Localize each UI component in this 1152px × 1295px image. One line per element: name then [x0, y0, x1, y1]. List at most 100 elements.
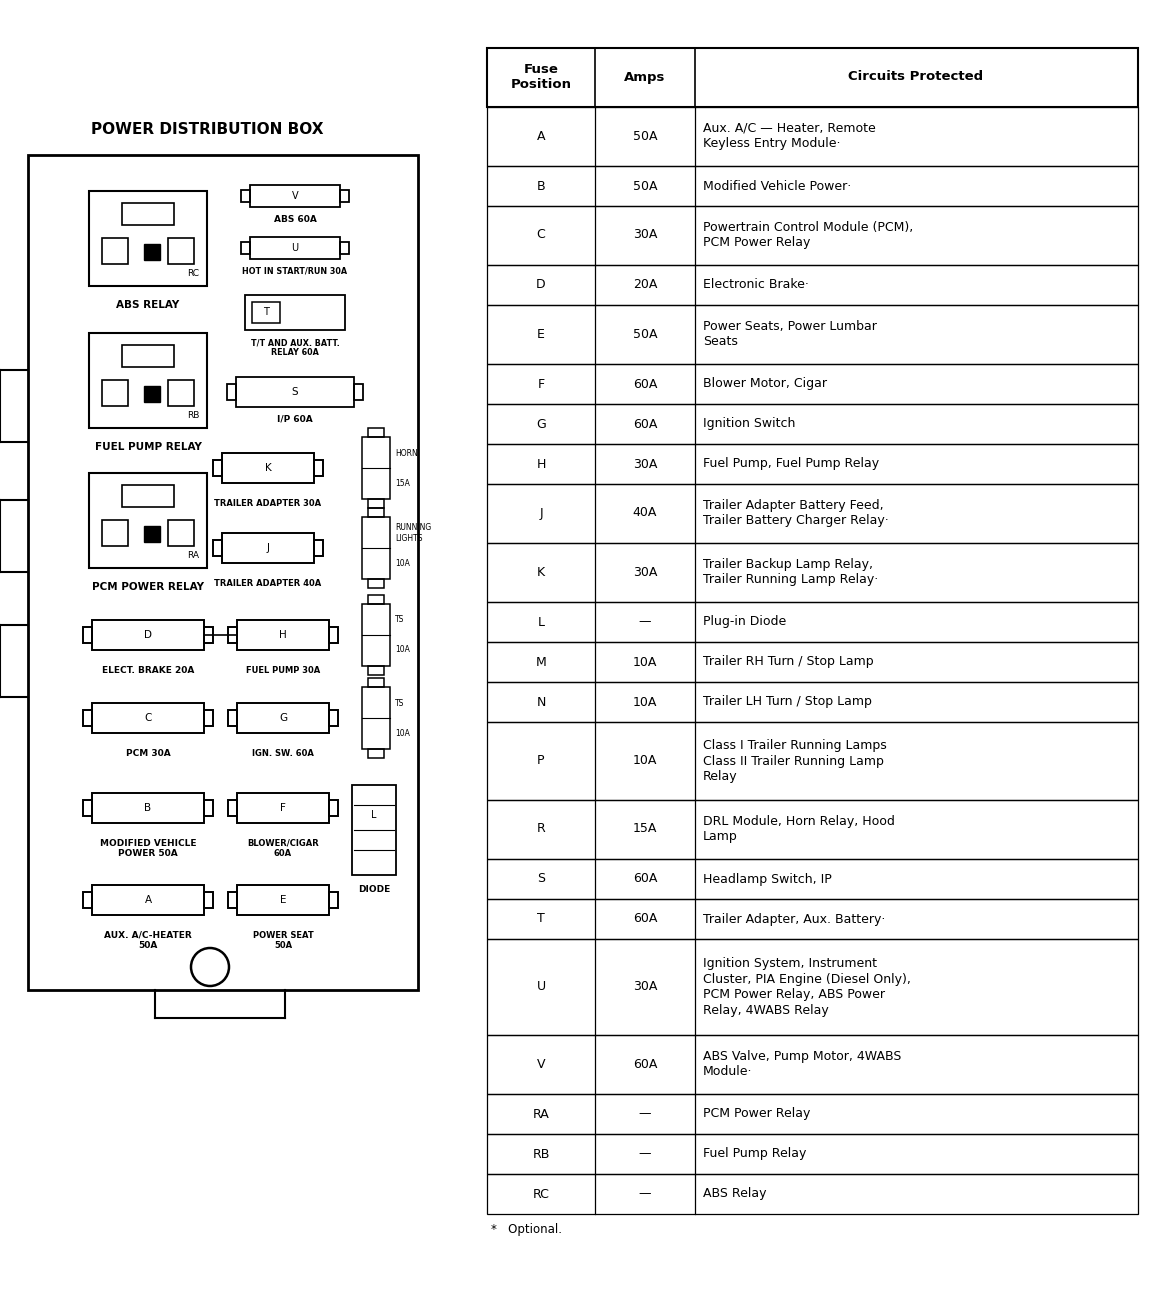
Bar — [144, 526, 160, 543]
Text: Fuel Pump Relay: Fuel Pump Relay — [703, 1147, 806, 1160]
Text: IGN. SW. 60A: IGN. SW. 60A — [252, 749, 314, 758]
Bar — [340, 242, 349, 254]
Text: RC: RC — [532, 1188, 550, 1200]
Text: I/P 60A: I/P 60A — [278, 414, 313, 423]
Text: 10A: 10A — [632, 695, 657, 708]
Text: E: E — [280, 895, 286, 905]
Bar — [227, 385, 236, 400]
Bar — [83, 710, 92, 726]
Bar — [92, 620, 204, 650]
Text: 30A: 30A — [632, 980, 657, 993]
Bar — [83, 627, 92, 644]
Text: T: T — [537, 913, 545, 926]
Bar — [228, 627, 237, 644]
Bar — [487, 1175, 1138, 1213]
Text: PCM Power Relay: PCM Power Relay — [703, 1107, 810, 1120]
Text: 60A: 60A — [632, 1058, 657, 1071]
Bar — [168, 521, 194, 546]
Text: POWER SEAT
50A: POWER SEAT 50A — [252, 931, 313, 951]
Bar — [103, 521, 128, 546]
Bar — [92, 884, 204, 916]
Text: POWER DISTRIBUTION BOX: POWER DISTRIBUTION BOX — [91, 123, 324, 137]
Text: L: L — [371, 809, 377, 820]
Text: MODIFIED VEHICLE
POWER 50A: MODIFIED VEHICLE POWER 50A — [100, 839, 196, 859]
Text: ELECT. BRAKE 20A: ELECT. BRAKE 20A — [101, 666, 195, 675]
Text: RB: RB — [187, 411, 199, 420]
Text: Fuse
Position: Fuse Position — [510, 63, 571, 91]
Text: RA: RA — [187, 550, 199, 559]
Bar — [89, 190, 207, 286]
Bar — [250, 185, 340, 207]
Text: ABS Valve, Pump Motor, 4WABS
Module·: ABS Valve, Pump Motor, 4WABS Module· — [703, 1050, 901, 1079]
Bar — [487, 682, 1138, 723]
Text: 15A: 15A — [395, 478, 410, 487]
Text: K: K — [265, 464, 272, 473]
Bar — [354, 385, 363, 400]
Bar — [487, 364, 1138, 404]
Text: F: F — [538, 378, 545, 391]
Text: RC: RC — [187, 269, 199, 278]
Bar — [83, 800, 92, 816]
Bar — [252, 302, 280, 322]
Bar — [168, 379, 194, 407]
Text: BLOWER/CIGAR
60A: BLOWER/CIGAR 60A — [248, 839, 319, 859]
Text: A: A — [144, 895, 152, 905]
Text: Plug-in Diode: Plug-in Diode — [703, 615, 787, 628]
Bar — [329, 710, 338, 726]
Text: M: M — [536, 655, 546, 668]
Bar — [487, 899, 1138, 939]
Bar — [362, 517, 391, 579]
Text: Modified Vehicle Power·: Modified Vehicle Power· — [703, 180, 851, 193]
Text: 60A: 60A — [632, 913, 657, 926]
Bar — [487, 800, 1138, 859]
Text: —: — — [638, 1107, 651, 1120]
Bar — [362, 436, 391, 499]
Bar — [236, 377, 354, 407]
Text: 30A: 30A — [632, 566, 657, 579]
Bar — [329, 800, 338, 816]
Bar — [222, 534, 314, 563]
Bar — [92, 703, 204, 733]
Text: AUX. A/C-HEATER
50A: AUX. A/C-HEATER 50A — [104, 931, 192, 951]
Bar — [28, 155, 418, 989]
Text: Amps: Amps — [624, 70, 666, 83]
Bar — [122, 344, 174, 366]
Text: HORN: HORN — [395, 448, 418, 457]
Text: J: J — [266, 543, 270, 553]
Text: —: — — [638, 615, 651, 628]
Text: 10A: 10A — [632, 755, 657, 768]
Bar — [487, 723, 1138, 800]
Bar — [487, 206, 1138, 265]
Bar — [144, 243, 160, 260]
Bar — [237, 793, 329, 824]
Text: Powertrain Control Module (PCM),
PCM Power Relay: Powertrain Control Module (PCM), PCM Pow… — [703, 220, 914, 249]
Text: 60A: 60A — [632, 873, 657, 886]
Bar — [487, 1134, 1138, 1175]
Bar — [367, 579, 384, 588]
Bar — [487, 642, 1138, 682]
Text: A: A — [537, 130, 545, 142]
Text: Blower Motor, Cigar: Blower Motor, Cigar — [703, 378, 827, 391]
Bar — [367, 679, 384, 688]
Bar — [213, 540, 222, 556]
Bar — [487, 939, 1138, 1035]
Bar — [122, 203, 174, 225]
Text: U: U — [291, 243, 298, 253]
Text: Aux. A/C — Heater, Remote
Keyless Entry Module·: Aux. A/C — Heater, Remote Keyless Entry … — [703, 122, 876, 150]
Text: 30A: 30A — [632, 457, 657, 470]
Text: E: E — [537, 328, 545, 341]
Bar — [314, 460, 323, 477]
Bar — [83, 892, 92, 908]
Text: Circuits Protected: Circuits Protected — [848, 70, 984, 83]
Text: RUNNING
LIGHTS: RUNNING LIGHTS — [395, 523, 431, 543]
Text: Class I Trailer Running Lamps
Class II Trailer Running Lamp
Relay: Class I Trailer Running Lamps Class II T… — [703, 739, 887, 783]
Text: Ignition System, Instrument
Cluster, PIA Engine (Diesel Only),
PCM Power Relay, : Ignition System, Instrument Cluster, PIA… — [703, 957, 911, 1017]
Bar — [367, 499, 384, 508]
Text: —: — — [638, 1147, 651, 1160]
Text: 10A: 10A — [395, 558, 410, 567]
Text: Electronic Brake·: Electronic Brake· — [703, 278, 809, 291]
Text: PCM POWER RELAY: PCM POWER RELAY — [92, 581, 204, 592]
Bar — [228, 892, 237, 908]
Bar — [487, 859, 1138, 899]
Bar — [314, 540, 323, 556]
